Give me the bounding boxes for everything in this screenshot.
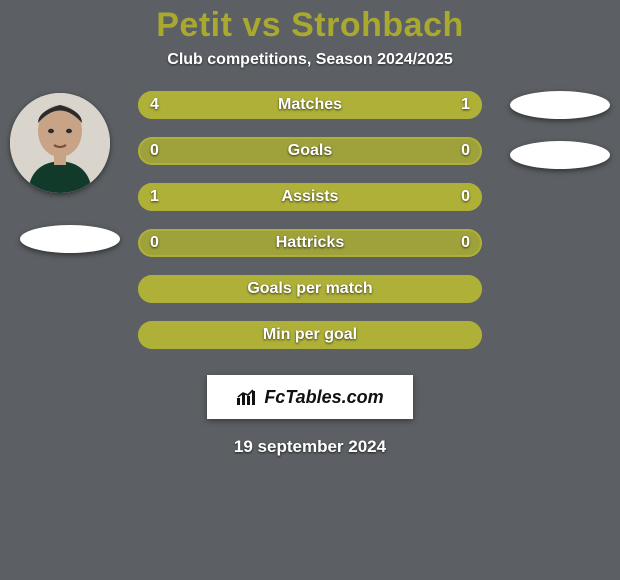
brand-badge[interactable]: FcTables.com: [207, 375, 413, 419]
player-left-avatar: [10, 93, 110, 193]
stat-row: Min per goal: [138, 321, 482, 349]
stat-label: Hattricks: [138, 229, 482, 257]
stat-value-right: 0: [449, 137, 482, 165]
stat-row: Matches4 1: [138, 91, 482, 119]
stat-value-left: 4: [138, 91, 171, 119]
stat-value-left: 0: [138, 137, 171, 165]
stat-label: Goals per match: [138, 275, 482, 303]
stat-value-left: 0: [138, 229, 171, 257]
stat-value-right: 1: [449, 91, 482, 119]
stat-value-right: 0: [449, 229, 482, 257]
stat-row: Goals per match: [138, 275, 482, 303]
person-icon: [10, 93, 110, 193]
player-right-avatar: [510, 91, 610, 119]
chart-icon: [236, 388, 258, 406]
brand-text: FcTables.com: [264, 387, 383, 408]
comparison-card: Petit vs Strohbach Club competitions, Se…: [0, 0, 620, 580]
player-left-badge: [20, 225, 120, 253]
stat-value-right: 0: [449, 183, 482, 211]
stat-bars: Matches41Goals00Assists10Hattricks00Goal…: [138, 91, 482, 367]
subtitle: Club competitions, Season 2024/2025: [0, 51, 620, 69]
stat-label: Min per goal: [138, 321, 482, 349]
stat-row: Goals0 0: [138, 137, 482, 165]
stat-row: Assists1 0: [138, 183, 482, 211]
comparison-arena: Matches41Goals00Assists10Hattricks00Goal…: [0, 93, 620, 369]
stat-row: Hattricks0 0: [138, 229, 482, 257]
stat-label: Assists: [138, 183, 482, 211]
date-label: 19 september 2024: [0, 437, 620, 457]
page-title: Petit vs Strohbach: [0, 0, 620, 45]
stat-label: Matches: [138, 91, 482, 119]
stat-label: Goals: [138, 137, 482, 165]
player-right-badge: [510, 141, 610, 169]
stat-value-left: 1: [138, 183, 171, 211]
